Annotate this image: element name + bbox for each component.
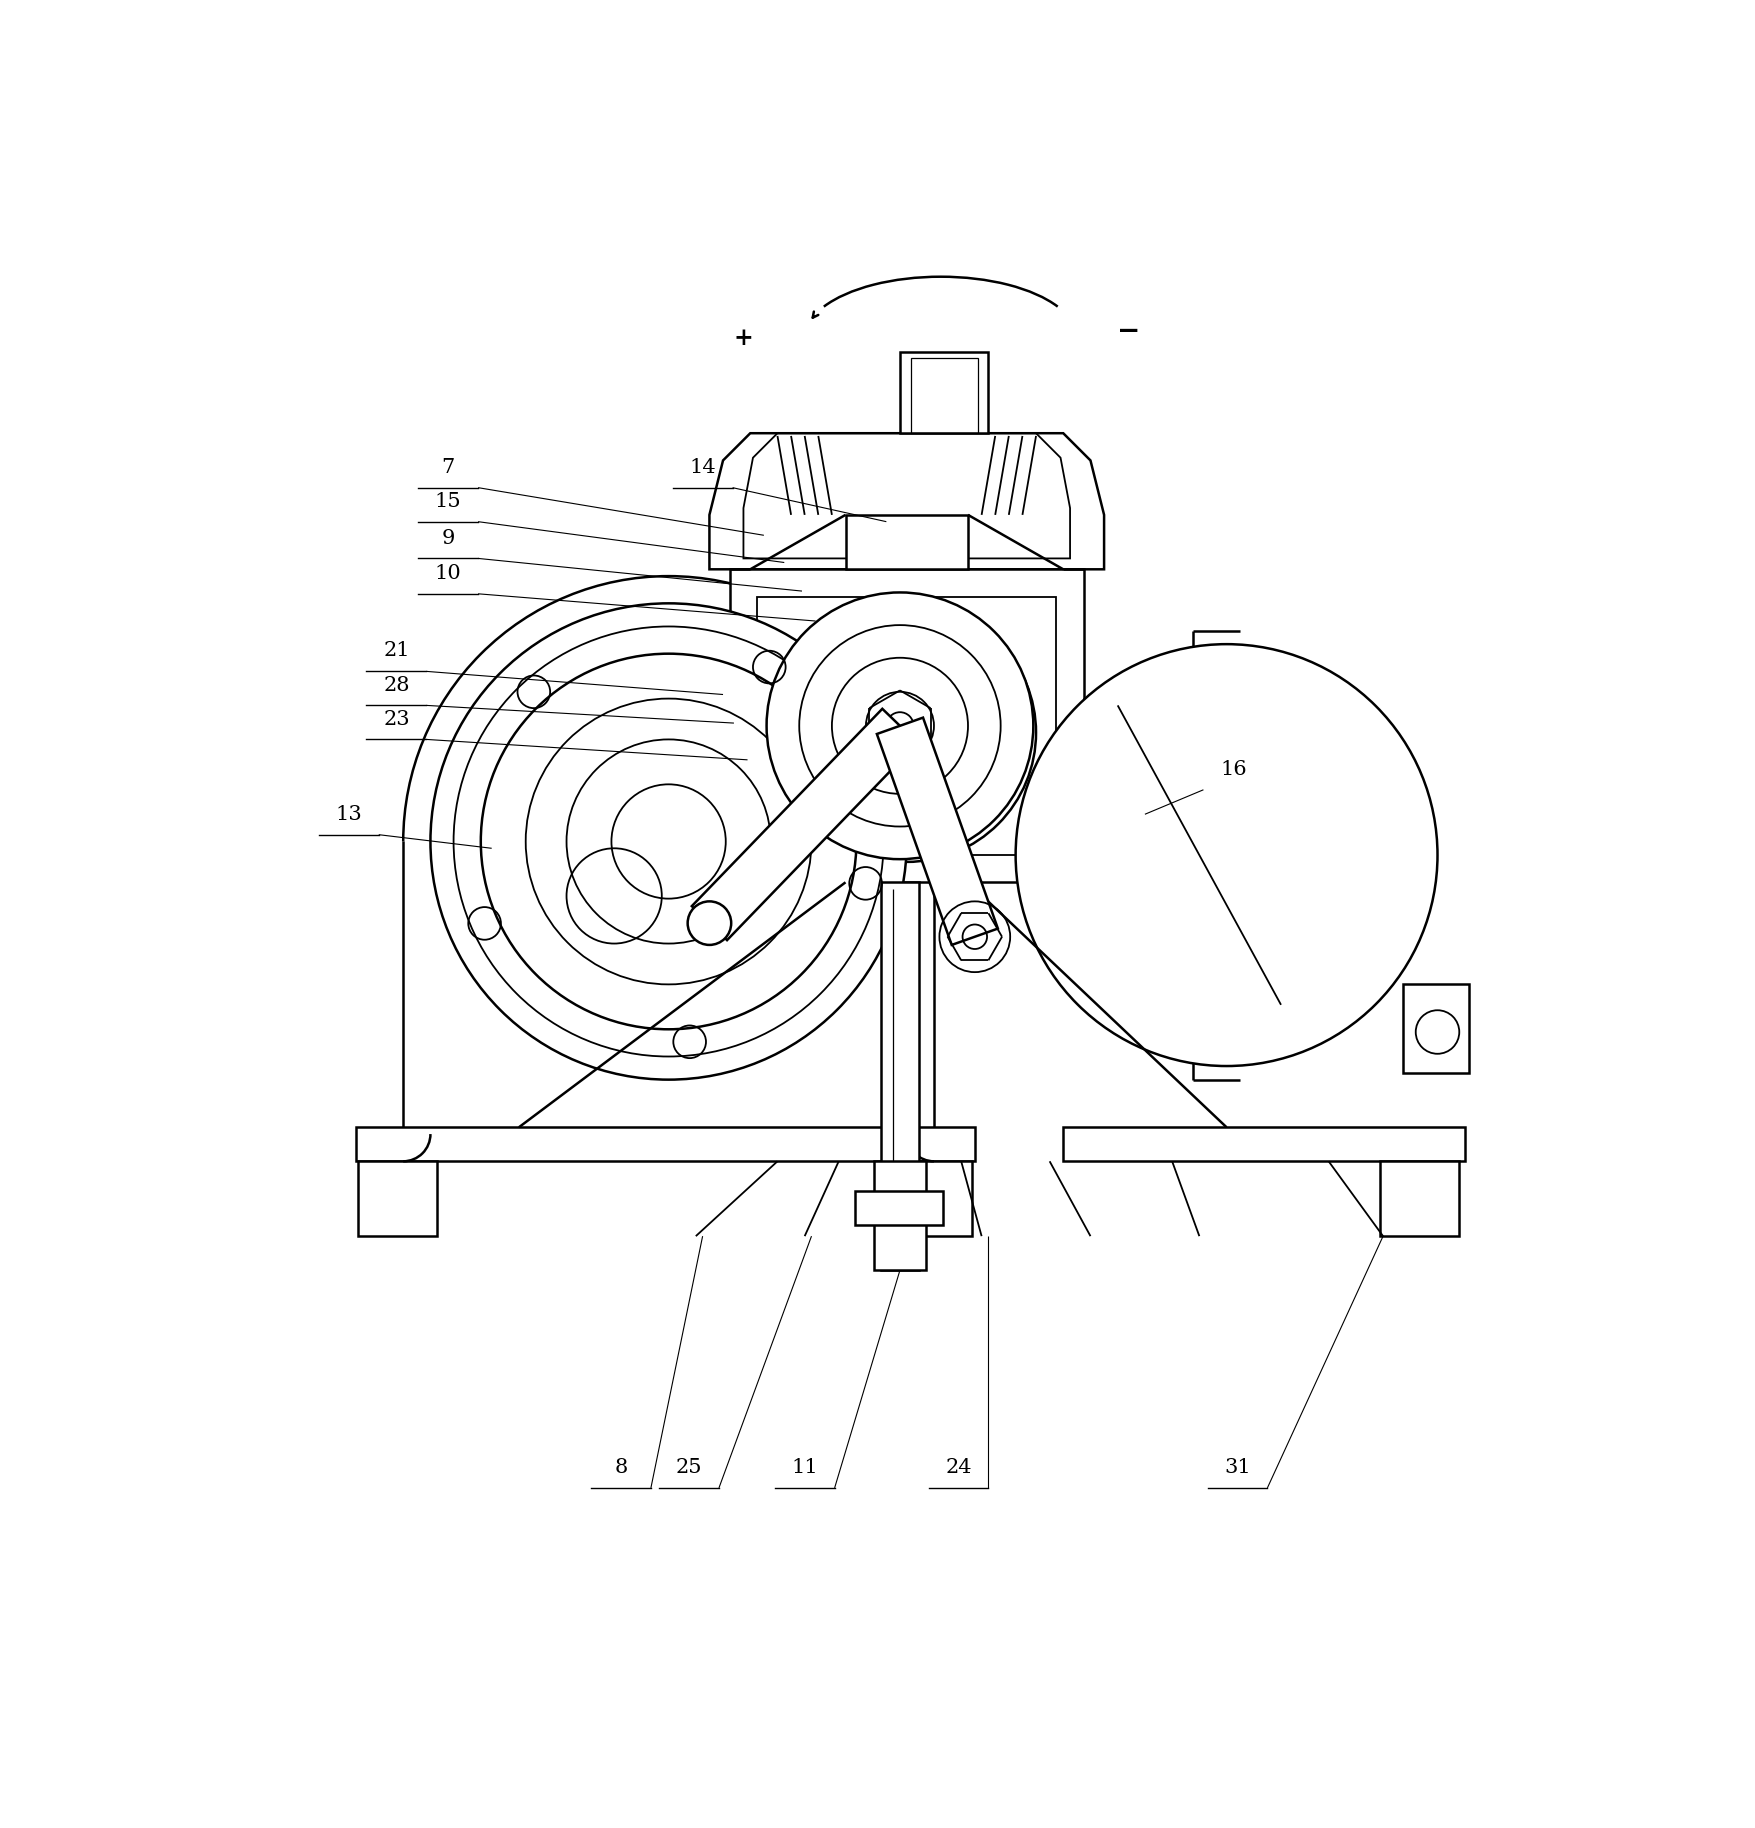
Bar <box>881 883 918 1270</box>
Text: 13: 13 <box>335 804 362 824</box>
Text: 23: 23 <box>383 709 409 729</box>
Circle shape <box>688 901 730 945</box>
Bar <box>1402 985 1467 1073</box>
Circle shape <box>430 603 906 1080</box>
Text: 10: 10 <box>435 563 462 583</box>
Text: 14: 14 <box>690 457 716 477</box>
Bar <box>1379 1161 1458 1236</box>
Text: 7: 7 <box>441 457 455 477</box>
Text: 28: 28 <box>383 676 409 695</box>
Text: 11: 11 <box>792 1459 818 1477</box>
Text: 15: 15 <box>435 492 462 510</box>
Circle shape <box>767 592 1032 859</box>
Polygon shape <box>876 718 997 945</box>
Circle shape <box>1014 643 1437 1066</box>
Text: 31: 31 <box>1223 1459 1250 1477</box>
Bar <box>355 1128 974 1161</box>
Polygon shape <box>709 433 1104 569</box>
Text: +: + <box>734 325 753 349</box>
Text: 9: 9 <box>441 528 455 548</box>
Polygon shape <box>681 638 730 828</box>
Bar <box>855 1192 942 1225</box>
Text: 8: 8 <box>614 1459 627 1477</box>
Polygon shape <box>691 709 918 940</box>
Bar <box>846 515 967 569</box>
Bar <box>756 596 1057 856</box>
Circle shape <box>777 603 1035 861</box>
Text: 25: 25 <box>676 1459 702 1477</box>
Text: 16: 16 <box>1220 760 1246 779</box>
Text: 21: 21 <box>383 642 409 660</box>
Bar <box>874 1161 925 1270</box>
Bar <box>911 358 978 433</box>
Bar <box>730 569 1083 883</box>
Bar <box>358 1161 437 1236</box>
Text: −: − <box>1116 318 1139 345</box>
Bar <box>1062 1128 1464 1161</box>
Text: 24: 24 <box>944 1459 971 1477</box>
Bar <box>900 351 988 433</box>
Bar <box>897 1161 972 1236</box>
Bar <box>1083 698 1123 781</box>
